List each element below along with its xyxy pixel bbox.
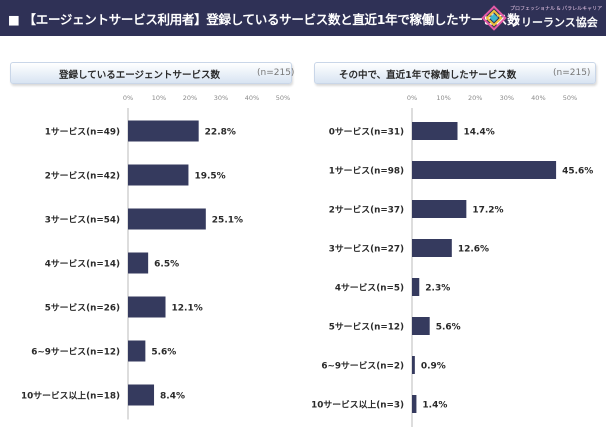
category-label: 2サービス(n=37) <box>329 204 404 216</box>
bar <box>128 384 155 406</box>
category-label: 10サービス以上(n=3) <box>311 399 404 411</box>
bar-chart-registered: 0% 10% 20% 30% 40% 50% 1サービス(n=49) 22.8% 2サービス(n… <box>21 94 290 420</box>
x-tick-label: 50% <box>276 94 290 102</box>
category-label: 10サービス以上(n=18) <box>21 390 120 402</box>
data-label: 0.9% <box>421 362 446 372</box>
data-label: 8.4% <box>160 392 185 402</box>
chart-sample-size: (n=215) <box>257 68 295 78</box>
page-title: ■ 【エージェントサービス利用者】登録しているサービス数と直近1年で稼働したサー… <box>8 12 520 27</box>
category-label: 1サービス(n=98) <box>329 165 404 177</box>
bar-chart-active: 0% 10% 20% 30% 40% 50% 0サービス(n=31) 14.4% 1サービス(n… <box>311 94 593 427</box>
x-tick-label: 30% <box>500 94 514 102</box>
data-label: 2.3% <box>425 284 450 294</box>
bar <box>412 395 417 413</box>
x-tick-label: 0% <box>123 94 133 102</box>
category-label: 0サービス(n=31) <box>329 126 404 138</box>
chart-title: その中で、直近1年で稼働したサービス数 <box>339 70 517 81</box>
bar <box>128 252 149 274</box>
x-tick-label: 40% <box>245 94 259 102</box>
header-banner: ■ 【エージェントサービス利用者】登録しているサービス数と直近1年で稼働したサー… <box>0 0 606 36</box>
data-label: 45.6% <box>562 167 593 177</box>
data-label: 5.6% <box>151 348 176 358</box>
category-label: 6~9サービス(n=12) <box>31 346 120 358</box>
bar <box>412 317 430 335</box>
data-label: 1.4% <box>422 401 447 411</box>
bar <box>128 164 189 186</box>
bar <box>412 161 557 179</box>
bar <box>128 296 166 318</box>
data-label: 17.2% <box>472 206 503 216</box>
x-tick-label: 20% <box>468 94 482 102</box>
data-label: 5.6% <box>436 323 461 333</box>
logo-subtitle: プロフェッショナル & パラレルキャリア <box>510 6 603 12</box>
bar <box>412 278 420 296</box>
category-label: 6~9サービス(n=2) <box>321 360 404 372</box>
logo-icon <box>481 5 507 31</box>
x-tick-label: 10% <box>436 94 450 102</box>
bar <box>128 208 206 230</box>
data-label: 14.4% <box>464 128 495 138</box>
x-tick-label: 0% <box>407 94 417 102</box>
bar <box>128 120 199 142</box>
chart-panel-active: その中で、直近1年で稼働したサービス数 (n=215) 0% 10% 20% 30% 4… <box>306 58 602 427</box>
x-tick-label: 20% <box>183 94 197 102</box>
x-tick-label: 40% <box>531 94 545 102</box>
chart-sample-size: (n=215) <box>553 68 591 78</box>
category-label: 5サービス(n=12) <box>329 321 404 333</box>
bar <box>412 239 452 257</box>
x-tick-label: 10% <box>152 94 166 102</box>
bar <box>128 340 146 362</box>
bar <box>412 200 467 218</box>
data-label: 12.6% <box>458 245 489 255</box>
x-tick-label: 50% <box>563 94 577 102</box>
panel-title-box: その中で、直近1年で稼働したサービス数 (n=215) <box>314 62 596 84</box>
bar <box>412 356 415 374</box>
data-label: 6.5% <box>154 260 179 270</box>
category-label: 4サービス(n=14) <box>45 258 120 270</box>
data-label: 19.5% <box>194 172 225 182</box>
data-label: 12.1% <box>172 304 203 314</box>
category-label: 3サービス(n=54) <box>45 214 120 226</box>
category-label: 4サービス(n=5) <box>335 282 404 294</box>
bar <box>412 122 458 140</box>
category-label: 3サービス(n=27) <box>329 243 404 255</box>
category-label: 2サービス(n=42) <box>45 170 120 182</box>
category-label: 5サービス(n=26) <box>45 302 120 314</box>
x-tick-label: 30% <box>214 94 228 102</box>
data-label: 25.1% <box>212 216 243 226</box>
logo-name: フリーランス協会 <box>510 16 598 29</box>
data-label: 22.8% <box>205 128 236 138</box>
panel-title-box: 登録しているエージェントサービス数 (n=215) <box>10 62 295 84</box>
chart-title: 登録しているエージェントサービス数 <box>59 70 221 81</box>
chart-panel-registered: 登録しているエージェントサービス数 (n=215) 0% 10% 20% 30% 40%… <box>2 58 298 424</box>
category-label: 1サービス(n=49) <box>45 126 120 138</box>
